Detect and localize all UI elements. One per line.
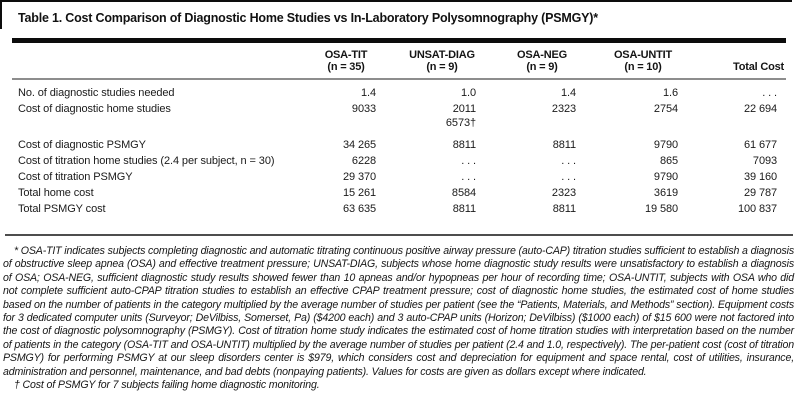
footnote-dagger: † Cost of PSMGY for 7 subjects failing h… xyxy=(14,379,320,392)
column-header-sub: (n = 10) xyxy=(624,61,662,73)
cell-value: 2011 6573† xyxy=(445,103,476,129)
footnote-asterisk: * OSA-TIT indicates subjects completing … xyxy=(3,245,794,378)
column-header-label: OSA-TIT xyxy=(324,49,368,61)
cell-value: 8811 xyxy=(452,139,476,151)
column-header-osa-neg: OSA-NEG (n = 9) xyxy=(492,43,592,80)
cell-value: 15 261 xyxy=(342,187,376,199)
cell-value: . . . xyxy=(561,171,576,183)
table-row: Cost of diagnostic home studies 9033 2011 … xyxy=(12,101,786,137)
cell-value: 63 635 xyxy=(342,203,376,215)
column-header-sub: (n = 35) xyxy=(327,61,365,73)
cell-value: 8584 xyxy=(451,187,476,199)
cell-value: 1.4 xyxy=(561,87,576,99)
cell-value: 61 677 xyxy=(743,139,777,151)
column-header-label: OSA-NEG xyxy=(517,49,567,61)
cell-value: 9033 xyxy=(351,103,376,115)
column-header-label: OSA-UNTIT xyxy=(613,49,673,61)
header-row: OSA-TIT (n = 35) UNSAT-DIAG (n = 9) OSA-… xyxy=(12,43,786,80)
row-label: Cost of titration PSMGY xyxy=(18,171,133,183)
column-header-sub: (n = 9) xyxy=(526,61,558,73)
cell-value: 39 160 xyxy=(743,171,777,183)
cell-value: . . . xyxy=(561,155,576,167)
cell-value: 8811 xyxy=(452,203,476,215)
row-label: Cost of diagnostic home studies xyxy=(18,103,171,115)
cell-value: 7093 xyxy=(752,155,777,167)
row-label: Total home cost xyxy=(18,187,94,199)
column-header-unsat-diag: UNSAT-DIAG (n = 9) xyxy=(392,43,492,80)
cell-value: 1.6 xyxy=(663,87,678,99)
cell-value: 19 580 xyxy=(644,203,678,215)
table-row: Cost of titration PSMGY 29 370 . . . . . . 9… xyxy=(12,169,786,185)
cell-value: 865 xyxy=(659,155,678,167)
column-header-empty xyxy=(12,43,300,80)
column-header-sub: (n = 9) xyxy=(426,61,458,73)
cell-value: . . . xyxy=(461,155,476,167)
cell-value: . . . xyxy=(762,87,777,99)
table-row: Total PSMGY cost 63 635 8811 8811 19 580 100 … xyxy=(12,201,786,217)
table-row: Cost of titration home studies (2.4 per … xyxy=(12,153,786,169)
cell-value: 3619 xyxy=(653,187,678,199)
header-thick-rule xyxy=(12,38,786,43)
cost-table-wrap: OSA-TIT (n = 35) UNSAT-DIAG (n = 9) OSA-… xyxy=(12,43,786,234)
cell-value: 8811 xyxy=(552,139,576,151)
row-label: Cost of titration home studies (2.4 per … xyxy=(18,155,275,167)
cell-value: 9790 xyxy=(653,171,678,183)
cell-value: 2323 xyxy=(551,103,576,115)
cell-value: 6228 xyxy=(351,155,376,167)
cell-value: 2754 xyxy=(653,103,678,115)
table-row: Cost of diagnostic PSMGY 34 265 8811 8811 97… xyxy=(12,137,786,153)
column-header-total-cost: Total Cost xyxy=(694,43,786,80)
cell-value: 29 787 xyxy=(743,187,777,199)
cell-value: 9790 xyxy=(653,139,678,151)
table-body: No. of diagnostic studies needed 1.4 1.0 1.… xyxy=(12,79,786,217)
cell-value: 22 694 xyxy=(743,103,777,115)
row-label: Cost of diagnostic PSMGY xyxy=(18,139,146,151)
row-label: No. of diagnostic studies needed xyxy=(18,87,175,99)
cell-value: 1.4 xyxy=(361,87,376,99)
frame-top-rule xyxy=(0,0,792,2)
cell-value: 1.0 xyxy=(461,87,476,99)
footnotes: * OSA-TIT indicates subjects completing … xyxy=(0,236,798,392)
cost-table: OSA-TIT (n = 35) UNSAT-DIAG (n = 9) OSA-… xyxy=(12,43,786,217)
table-row: No. of diagnostic studies needed 1.4 1.0 1.… xyxy=(12,79,786,101)
cell-value: 29 370 xyxy=(342,171,376,183)
column-header-label: UNSAT-DIAG xyxy=(409,49,475,61)
column-header-label: Total Cost xyxy=(733,61,784,73)
row-label: Total PSMGY cost xyxy=(18,203,106,215)
table-title: Table 1. Cost Comparison of Diagnostic H… xyxy=(18,11,598,25)
cell-value: 8811 xyxy=(552,203,576,215)
cell-value: . . . xyxy=(461,171,476,183)
cell-value: 34 265 xyxy=(342,139,376,151)
cell-value: 2323 xyxy=(551,187,576,199)
column-header-osa-untit: OSA-UNTIT (n = 10) xyxy=(592,43,694,80)
table-bottom-rule xyxy=(5,234,793,236)
column-header-osa-tit: OSA-TIT (n = 35) xyxy=(300,43,392,80)
table-row: Total home cost 15 261 8584 2323 3619 29 787 xyxy=(12,185,786,201)
cell-value: 100 837 xyxy=(737,203,777,215)
frame-left-edge xyxy=(0,0,2,29)
